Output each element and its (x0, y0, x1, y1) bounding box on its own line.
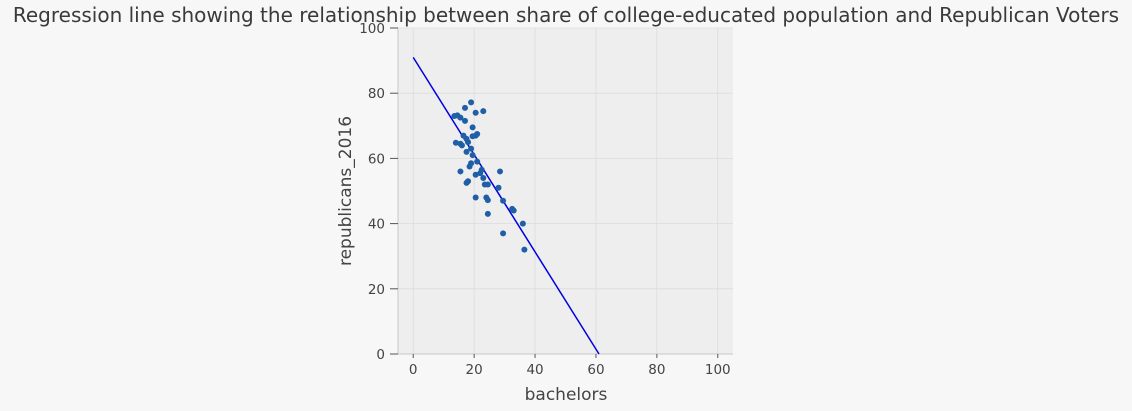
x-tick-label: 100 (705, 362, 731, 378)
regression-line (412, 56, 600, 355)
data-point (480, 174, 487, 181)
data-point (458, 142, 465, 149)
x-axis-label: bachelors (525, 385, 608, 405)
x-tick-label: 0 (409, 362, 418, 378)
data-point (465, 139, 472, 146)
data-point (462, 104, 468, 111)
data-point (477, 170, 484, 177)
x-tick-label: 60 (587, 362, 604, 378)
data-point (500, 230, 507, 237)
y-tick-label: 40 (368, 217, 385, 233)
data-point (460, 132, 467, 139)
y-tick-label: 80 (368, 86, 385, 102)
data-point (472, 109, 479, 116)
data-point (521, 246, 528, 253)
data-point (500, 197, 507, 204)
y-tick-label: 0 (376, 347, 385, 363)
data-point (480, 108, 487, 115)
x-tick-label: 40 (526, 362, 543, 378)
data-point (457, 114, 464, 121)
data-point (472, 194, 479, 201)
chart-title: Regression line showing the relationship… (13, 3, 1119, 27)
grid-lines (398, 27, 733, 355)
axis-spines (397, 28, 733, 355)
scatter-points (451, 99, 528, 253)
data-point (495, 184, 502, 191)
regression-line-group (412, 56, 600, 355)
x-tick-label: 20 (466, 362, 483, 378)
y-axis-label: republicans_2016 (336, 116, 356, 266)
data-point (484, 181, 491, 188)
data-point (510, 207, 517, 214)
data-point (474, 158, 481, 165)
data-point (463, 179, 470, 186)
y-tick-label: 60 (368, 151, 385, 167)
y-axis-ticks: 0 20 40 60 80 100 (359, 21, 398, 363)
data-point (468, 99, 475, 106)
data-point (469, 124, 476, 131)
data-point (452, 139, 459, 146)
data-point (484, 197, 491, 204)
data-point (457, 168, 464, 175)
x-axis-ticks: 0 20 40 60 80 100 (409, 354, 731, 378)
data-point (462, 117, 468, 124)
data-point (468, 145, 475, 152)
data-point (469, 133, 476, 140)
data-point (497, 168, 504, 175)
x-tick-label: 80 (648, 362, 665, 378)
data-point (472, 171, 479, 178)
plot-area (398, 28, 733, 354)
y-tick-label: 20 (368, 282, 385, 298)
data-point (484, 210, 491, 217)
y-tick-label: 100 (359, 21, 385, 37)
data-point (519, 220, 526, 227)
data-point (466, 163, 473, 170)
data-point (469, 152, 476, 159)
data-point (463, 148, 470, 155)
